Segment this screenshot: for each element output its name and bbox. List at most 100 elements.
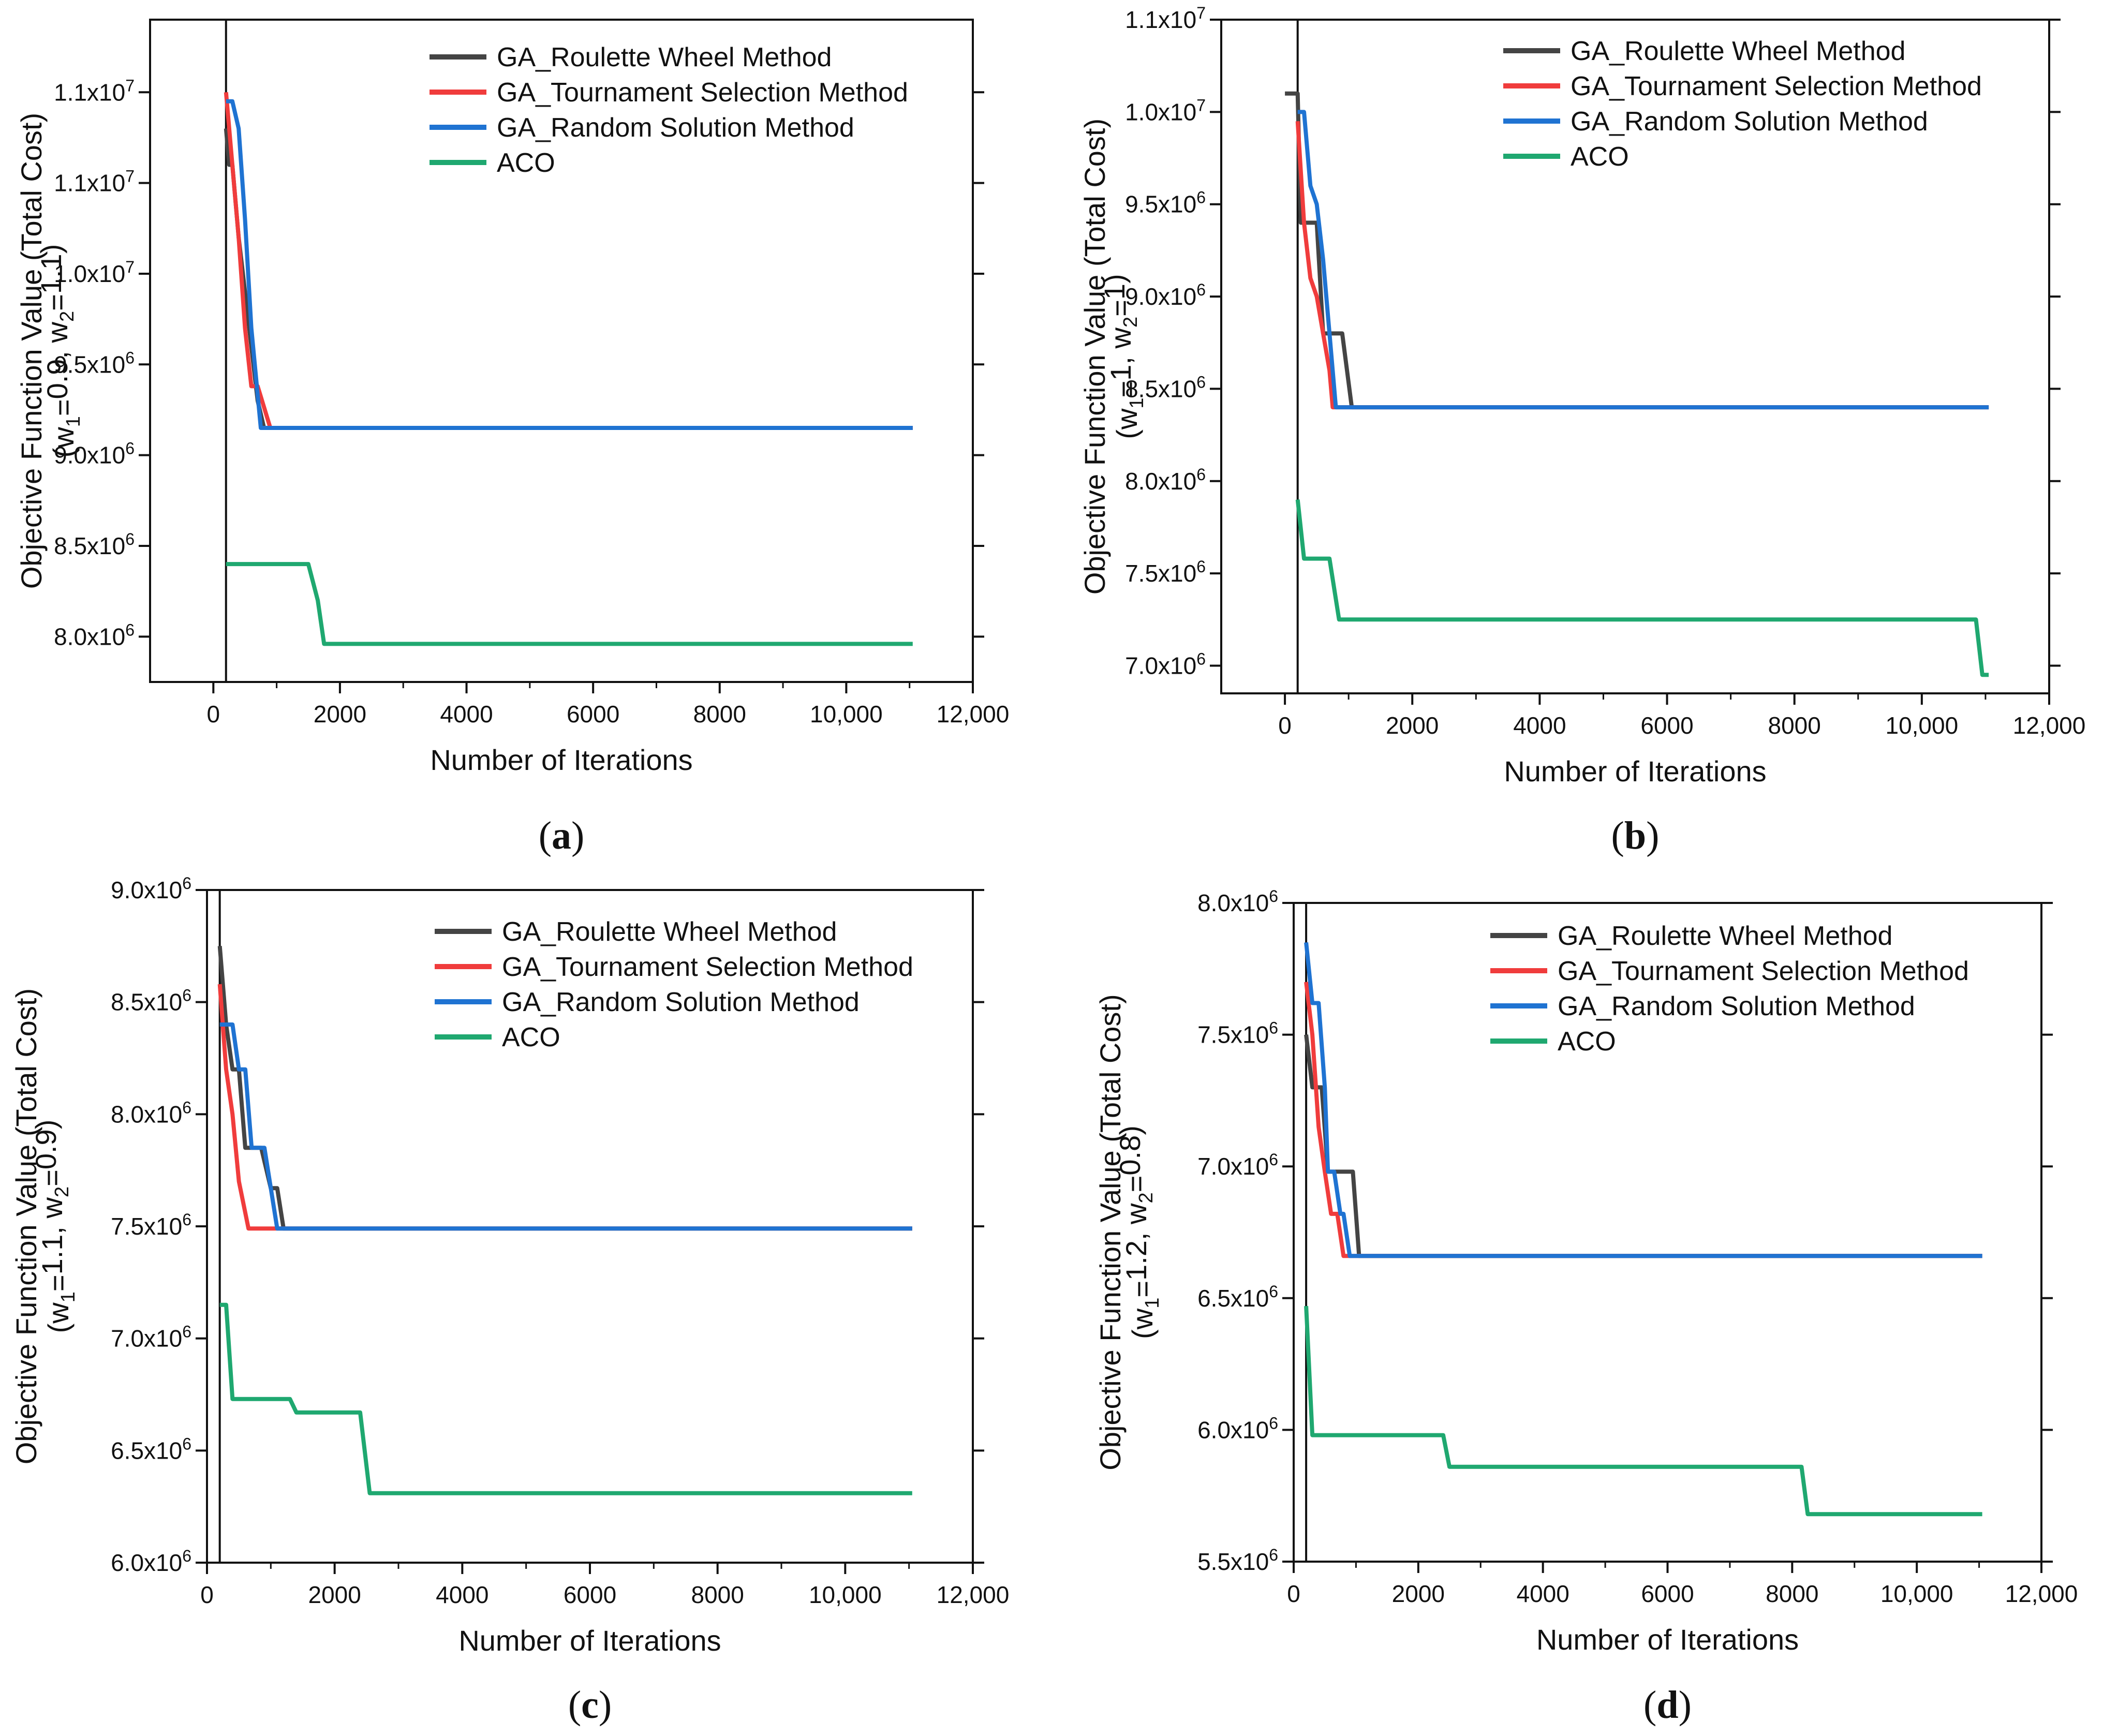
y-tick-exponent: 6 [125,620,135,639]
x-tick-label: 0 [1287,1580,1300,1607]
plot-frame [149,19,974,683]
y-tick-label: 1.0x107 [54,258,135,287]
x-tick-label: 10,000 [809,1581,882,1608]
series-line-aco [1304,1305,1982,1517]
y-tick-mantissa: 6.0x10 [111,1549,182,1576]
legend: GA_Roulette Wheel Method GA_Tournament Se… [1503,36,1982,172]
y-tick-mantissa: 9.5x10 [54,351,125,378]
y-tick-exponent: 7 [125,76,135,95]
y-tick-mantissa: 7.0x10 [111,1325,182,1352]
series-line-ga-tournament-selection-method [217,984,912,1231]
y-tick-label: 7.5x106 [1197,1019,1278,1048]
weight-subscript: 1 [1142,1298,1163,1309]
y-tick-exponent: 6 [1269,1414,1278,1432]
weight-subscript: 2 [51,1186,73,1197]
panel-caption: (a) [539,814,585,857]
y-tick-mantissa: 1.1x10 [1125,6,1196,33]
weight-text: = [1104,300,1137,317]
x-tick-label: 4000 [1513,712,1566,739]
weight-text: = [1120,1176,1152,1193]
y-axis-title: Objective Function Value (Total Cost) [1078,118,1111,595]
legend: GA_Roulette Wheel Method GA_Tournament Se… [1490,921,1969,1057]
caption-paren: ( [568,1683,581,1727]
weight-value-w1: 0.9 [41,359,73,399]
y-tick-mantissa: 8.5x10 [111,989,182,1016]
chart-panel-b: 0 2000 4000 6000 8000 10,000 12,0007.0x1067.5x… [1078,4,2085,857]
series-line-aco [226,562,913,646]
caption-paren: ( [1611,814,1624,857]
y-tick-mantissa: 1.1x10 [54,79,125,106]
weight-text: = [1126,1281,1159,1298]
x-tick-label: 10,000 [1885,712,1958,739]
y-tick-mantissa: 7.0x10 [1197,1153,1269,1180]
y-tick-exponent: 7 [125,167,135,186]
caption-letter: d [1656,1683,1678,1727]
y-tick-label: 1.1x107 [54,167,135,197]
y-tick-mantissa: 8.0x10 [111,1101,182,1127]
weight-value-w1: 1 [1104,365,1137,381]
y-axis-title: Objective Function Value (Total Cost) [1094,994,1127,1470]
x-tick-label: 10,000 [810,701,883,728]
y-tick-label: 6.0x106 [1197,1414,1278,1443]
legend-label: GA_Random Solution Method [502,987,860,1017]
weight-text: (w [1126,1308,1159,1339]
y-tick-mantissa: 8.0x10 [1197,889,1269,916]
y-tick-mantissa: 1.0x10 [54,260,125,287]
legend-label: ACO [1558,1027,1616,1057]
chart-panel-d: 0 2000 4000 6000 8000 10,000 12,0005.5x1066.0x… [1094,887,2078,1727]
weight-subscript: 1 [57,1292,79,1302]
y-axis-weights: (w1=0.9, w2=1.1) [35,244,84,458]
y-tick-label: 7.0x106 [1197,1150,1278,1180]
y-tick-exponent: 6 [1269,887,1278,906]
x-axis-title: Number of Iterations [1536,1623,1799,1656]
legend-label: GA_Random Solution Method [1571,107,1928,137]
x-tick-label: 8000 [691,1581,744,1608]
y-tick-label: 8.0x106 [1197,887,1278,916]
y-tick-label: 8.0x106 [111,1098,191,1127]
x-tick-label: 0 [200,1581,214,1608]
weight-subscript: 2 [1135,1192,1157,1203]
caption-paren: ( [539,814,552,857]
y-tick-label: 9.5x106 [54,348,135,378]
legend-label: GA_Roulette Wheel Method [1558,921,1892,951]
y-tick-label: 8.0x106 [54,620,135,650]
y-axis-weights: (w1=1, w2=1) [1098,274,1148,439]
y-tick-exponent: 6 [1196,280,1206,299]
caption-paren: ) [1679,1683,1692,1727]
y-tick-label: 7.0x106 [111,1323,191,1352]
y-tick-mantissa: 9.5x10 [1125,191,1196,218]
weight-text: = [1110,381,1143,398]
plot-frame [1220,19,2050,694]
y-tick-exponent: 6 [1196,557,1206,576]
y-tick-mantissa: 5.5x10 [1197,1548,1269,1575]
y-tick-exponent: 6 [182,1547,191,1565]
y-tick-label: 5.5x106 [1197,1546,1278,1575]
y-tick-exponent: 6 [1269,1282,1278,1301]
caption-paren: ) [571,814,584,857]
panel-caption: (b) [1611,814,1660,857]
y-tick-mantissa: 9.0x10 [111,877,182,903]
x-axis-title: Number of Iterations [430,744,692,776]
legend-label: GA_Roulette Wheel Method [1571,36,1905,66]
panel-caption: (c) [568,1683,612,1727]
y-tick-exponent: 6 [1196,188,1206,207]
legend-label: GA_Roulette Wheel Method [502,917,837,947]
y-axis-title: Objective Function Value (Total Cost) [15,113,48,589]
y-axis-weights: (w1=1.2, w2=0.8) [1114,1125,1163,1339]
y-tick-label: 9.0x106 [111,874,191,903]
weight-text: ) [1114,1125,1146,1135]
y-tick-label: 8.5x106 [111,986,191,1016]
legend-label: GA_Roulette Wheel Method [497,42,832,72]
weight-text: , w [1120,1203,1152,1240]
x-tick-label: 6000 [1640,712,1693,739]
legend-label: GA_Tournament Selection Method [497,78,908,108]
y-tick-label: 9.5x106 [1125,188,1206,218]
weight-subscript: 1 [1126,397,1148,408]
legend-label: ACO [497,148,555,178]
y-tick-label: 1.0x107 [1125,96,1206,125]
legend-label: ACO [1571,142,1629,172]
y-tick-mantissa: 8.5x10 [54,532,125,559]
y-tick-mantissa: 7.5x10 [1197,1021,1269,1048]
weight-text: = [47,399,80,416]
